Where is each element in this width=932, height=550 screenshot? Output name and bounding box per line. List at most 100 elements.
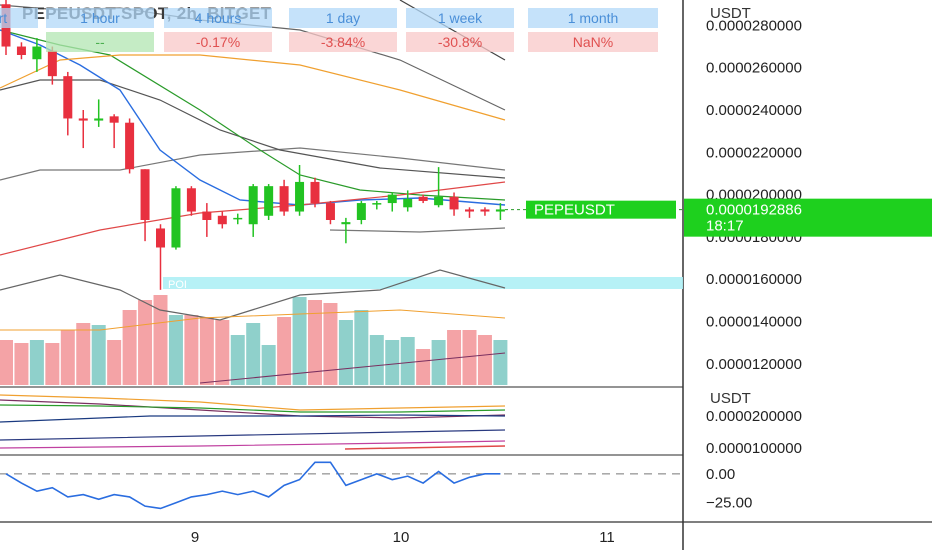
candle-body (78, 118, 88, 121)
candle-body (480, 209, 490, 212)
volume-bar (76, 323, 91, 385)
timeframe-change: -30.8% (406, 32, 514, 52)
volume-bar (308, 300, 322, 385)
upper-band-line (0, 147, 506, 181)
timeframe-change (0, 32, 38, 52)
candle-body (372, 203, 382, 205)
volume-bar (416, 349, 431, 385)
price-tick-label: 0.0000220000 (706, 144, 802, 161)
volume-bar (447, 330, 462, 385)
candle-body (387, 194, 397, 204)
candle-body (495, 209, 505, 212)
candle-body (341, 222, 351, 225)
timeframe-change: NaN% (528, 32, 658, 52)
poi-zone (163, 277, 683, 289)
price-tick-label: 0.0000260000 (706, 60, 802, 77)
timeframe-change: -0.17% (164, 32, 272, 52)
timeframe-change: -3.84% (289, 32, 397, 52)
candle-body (356, 203, 366, 220)
volume-bar (246, 323, 261, 385)
osc-tick-label: 0.00 (706, 466, 735, 483)
price-tick-label: 0.0000140000 (706, 314, 802, 331)
volume-ma-line (0, 309, 506, 331)
poi-label: POI (168, 279, 187, 291)
volume-bar (385, 340, 400, 385)
volume-bar (462, 330, 477, 385)
time-tick-label: 11 (599, 529, 615, 546)
last-price-value: 0.0000192886 (706, 202, 802, 219)
mid-blue-line (0, 429, 506, 441)
volume-bar (493, 340, 508, 385)
lower-band-line-2 (329, 227, 506, 233)
volume-bar (14, 343, 29, 385)
oscillator-line (5, 461, 501, 510)
timeframe-label: 4 hours (164, 8, 272, 28)
volume-trend-line (199, 352, 506, 384)
candle-body (325, 203, 335, 220)
volume-bar (0, 340, 13, 385)
candle-body (156, 228, 165, 248)
time-tick-label: 9 (191, 529, 199, 546)
timeframe-change: -- (46, 32, 154, 52)
volume-bar (477, 335, 492, 385)
volume-bar (138, 300, 153, 385)
mid-red-line (344, 445, 506, 450)
mid-band-line (0, 79, 506, 179)
candle-body (279, 186, 289, 212)
mid-orange-line (0, 394, 506, 411)
volume-bar (400, 337, 415, 385)
candle-body (16, 46, 26, 55)
mid-magenta-line (0, 440, 506, 449)
mid-tick-label: 0.0000200000 (706, 408, 802, 425)
candle-body (186, 188, 196, 212)
candle-body (202, 211, 212, 220)
mid-green-line (0, 404, 506, 413)
sma-green-line (0, 29, 506, 201)
candle-body (418, 196, 428, 201)
price-tick-label: 0.0000280000 (706, 17, 802, 34)
candle-body (233, 217, 243, 220)
candle-body (295, 181, 305, 212)
last-price-axis-tag (684, 198, 932, 237)
volume-bar (107, 340, 122, 385)
candle-body (47, 50, 57, 77)
volume-bar (199, 317, 214, 385)
candle-body (217, 215, 227, 225)
timeframe-label: 1 day (289, 8, 397, 28)
volume-bar (153, 295, 168, 385)
volume-bar (45, 343, 60, 385)
symbol-price-tag-label: PEPEUSDT (534, 202, 615, 219)
mid-navy-line (0, 414, 506, 423)
volume-bar (277, 317, 292, 385)
timeframe-label: art (0, 8, 38, 28)
volume-bar (369, 335, 384, 385)
candle-body (248, 186, 258, 225)
candle-body (171, 188, 181, 248)
candle-body (465, 209, 474, 212)
mid-tick-label: 0.0000100000 (706, 440, 802, 457)
volume-bar (292, 297, 307, 385)
volume-bar (60, 330, 75, 385)
timeframe-label: 1 hour (46, 8, 154, 28)
time-tick-label: 10 (393, 529, 410, 546)
candle-body (310, 181, 320, 204)
price-tick-label: 0.0000240000 (706, 102, 802, 119)
volume-bar (261, 345, 276, 385)
candle-body (449, 196, 459, 210)
volume-bar (354, 310, 369, 385)
last-price-countdown: 18:17 (706, 218, 744, 235)
candle-body (63, 76, 73, 119)
volume-bar (338, 320, 353, 385)
volume-bar (168, 315, 183, 385)
volume-bar (91, 325, 106, 385)
price-axis-unit: USDT (710, 5, 751, 22)
mid-axis-unit: USDT (710, 390, 751, 407)
price-tick-label: 0.0000160000 (706, 271, 802, 288)
candle-body (140, 169, 150, 220)
volume-bar (323, 303, 338, 385)
volume-bar (122, 310, 137, 385)
candle-body (434, 196, 444, 206)
ema-blue-line (0, 29, 506, 206)
volume-bar (431, 340, 446, 385)
